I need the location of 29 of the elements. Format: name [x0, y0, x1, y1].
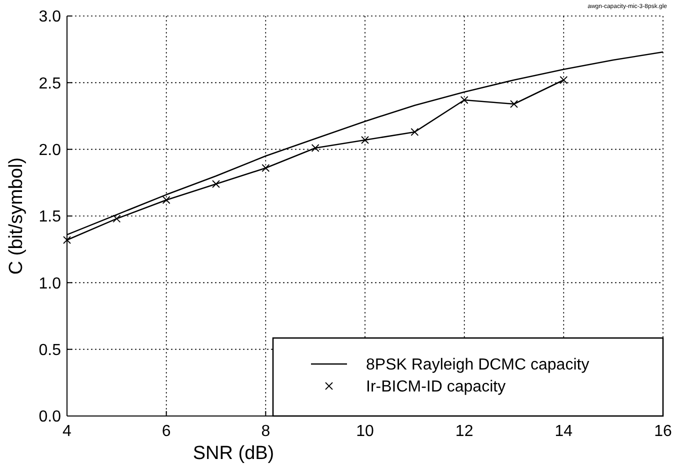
- point: [311, 144, 320, 152]
- y-tick-label: 1.5: [38, 208, 62, 226]
- x-tick-label: 4: [62, 423, 72, 440]
- x-tick-label: 6: [162, 423, 171, 440]
- y-tick-label: 0.0: [38, 408, 62, 426]
- point: [361, 136, 369, 144]
- point: [162, 196, 170, 204]
- legend-label: 8PSK Rayleigh DCMC capacity: [366, 356, 590, 374]
- x-axis-title: SNR (dB): [192, 443, 274, 464]
- y-tick-label: 3.0: [38, 8, 62, 26]
- x-tick-label: 8: [261, 423, 270, 440]
- y-axis-title: C (bit/symbol): [6, 157, 27, 275]
- y-tick-label: 0.5: [38, 342, 62, 359]
- point: [510, 100, 518, 108]
- x-tick-label: 10: [356, 423, 374, 440]
- x-tick-label: 16: [654, 423, 672, 440]
- point: [212, 180, 220, 188]
- x-tick-label: 14: [554, 423, 573, 440]
- point: [460, 96, 468, 104]
- point: [560, 76, 568, 84]
- point: [262, 164, 270, 172]
- y-tick-label: 2.0: [38, 142, 62, 159]
- y-tick-label: 2.5: [38, 75, 62, 92]
- y-tick-label: 1.0: [38, 275, 62, 292]
- point: [112, 214, 121, 223]
- legend-label: Ir-BICM-ID capacity: [366, 378, 506, 396]
- x-tick-label: 12: [455, 423, 474, 440]
- point: [410, 128, 419, 136]
- point: [63, 236, 71, 244]
